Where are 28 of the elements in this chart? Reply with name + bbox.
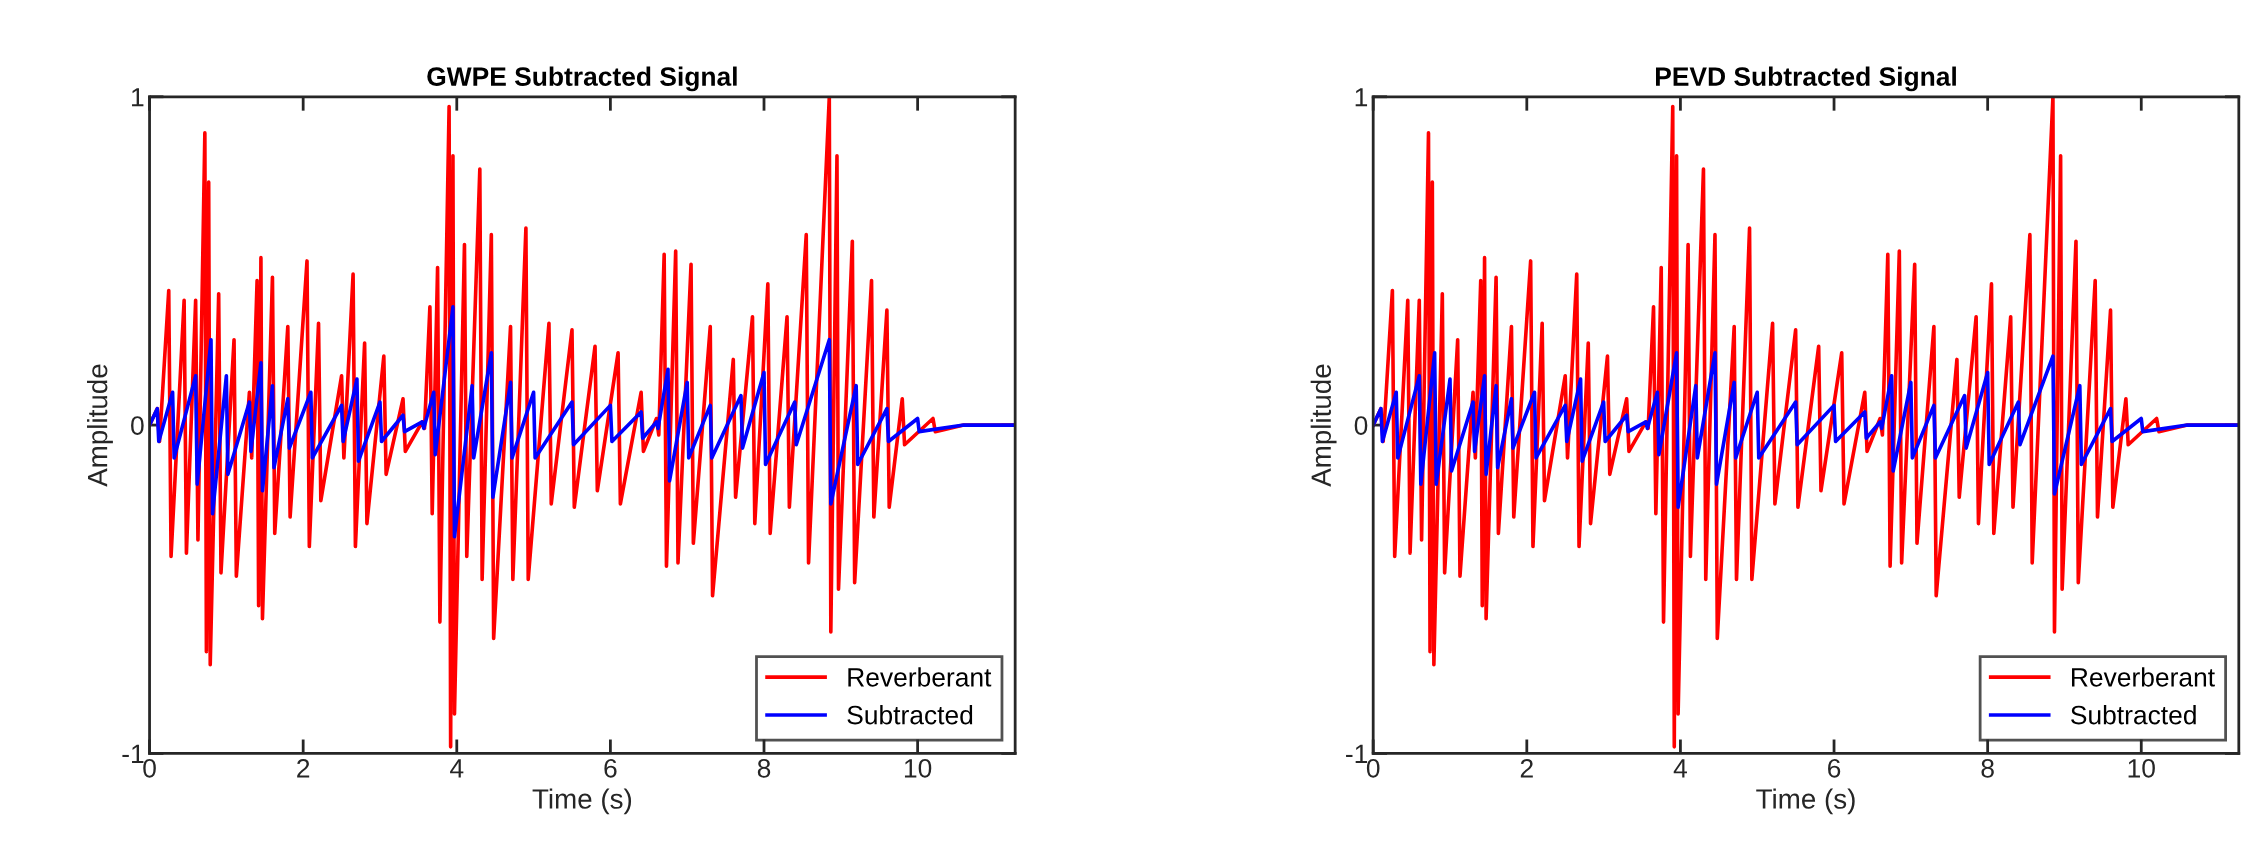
- y-tick-label: 0: [1354, 416, 1368, 435]
- legend-label: Reverberant: [848, 667, 992, 687]
- x-axis-title: Time (s): [532, 788, 632, 815]
- x-tick-label: 4: [1673, 759, 1687, 778]
- y-axis-title: Amplitude: [87, 364, 113, 487]
- x-tick-label: 6: [604, 758, 617, 778]
- y-tick-label: 1: [1355, 88, 1368, 107]
- legend-label: Reverberant: [2072, 667, 2215, 687]
- y-tick-label: -1: [122, 744, 144, 763]
- x-tick-label: 10: [2128, 758, 2155, 778]
- x-tick-label: 8: [1981, 758, 1994, 778]
- chart-title: GWPE Subtracted Signal: [427, 66, 737, 92]
- x-tick-label: 8: [757, 758, 771, 778]
- legend-label: Subtracted: [847, 705, 973, 725]
- line-series: [1373, 351, 2239, 509]
- x-tick-label: 10: [904, 758, 932, 778]
- legend-label: Subtracted: [2071, 705, 2196, 725]
- x-tick-label: 2: [297, 758, 310, 778]
- y-tick-label: 0: [131, 416, 144, 435]
- line-series: [149, 305, 1016, 539]
- y-tick-label: 1: [132, 88, 144, 107]
- y-tick-label: -1: [1346, 744, 1368, 763]
- x-tick-label: 6: [1828, 758, 1841, 778]
- x-tick-label: 2: [1520, 758, 1533, 778]
- chart-title: PEVD Subtracted Signal: [1656, 66, 1956, 92]
- x-axis-title: Time (s): [1756, 788, 1855, 815]
- y-axis-title: Amplitude: [1310, 364, 1337, 487]
- x-tick-label: 4: [450, 759, 464, 778]
